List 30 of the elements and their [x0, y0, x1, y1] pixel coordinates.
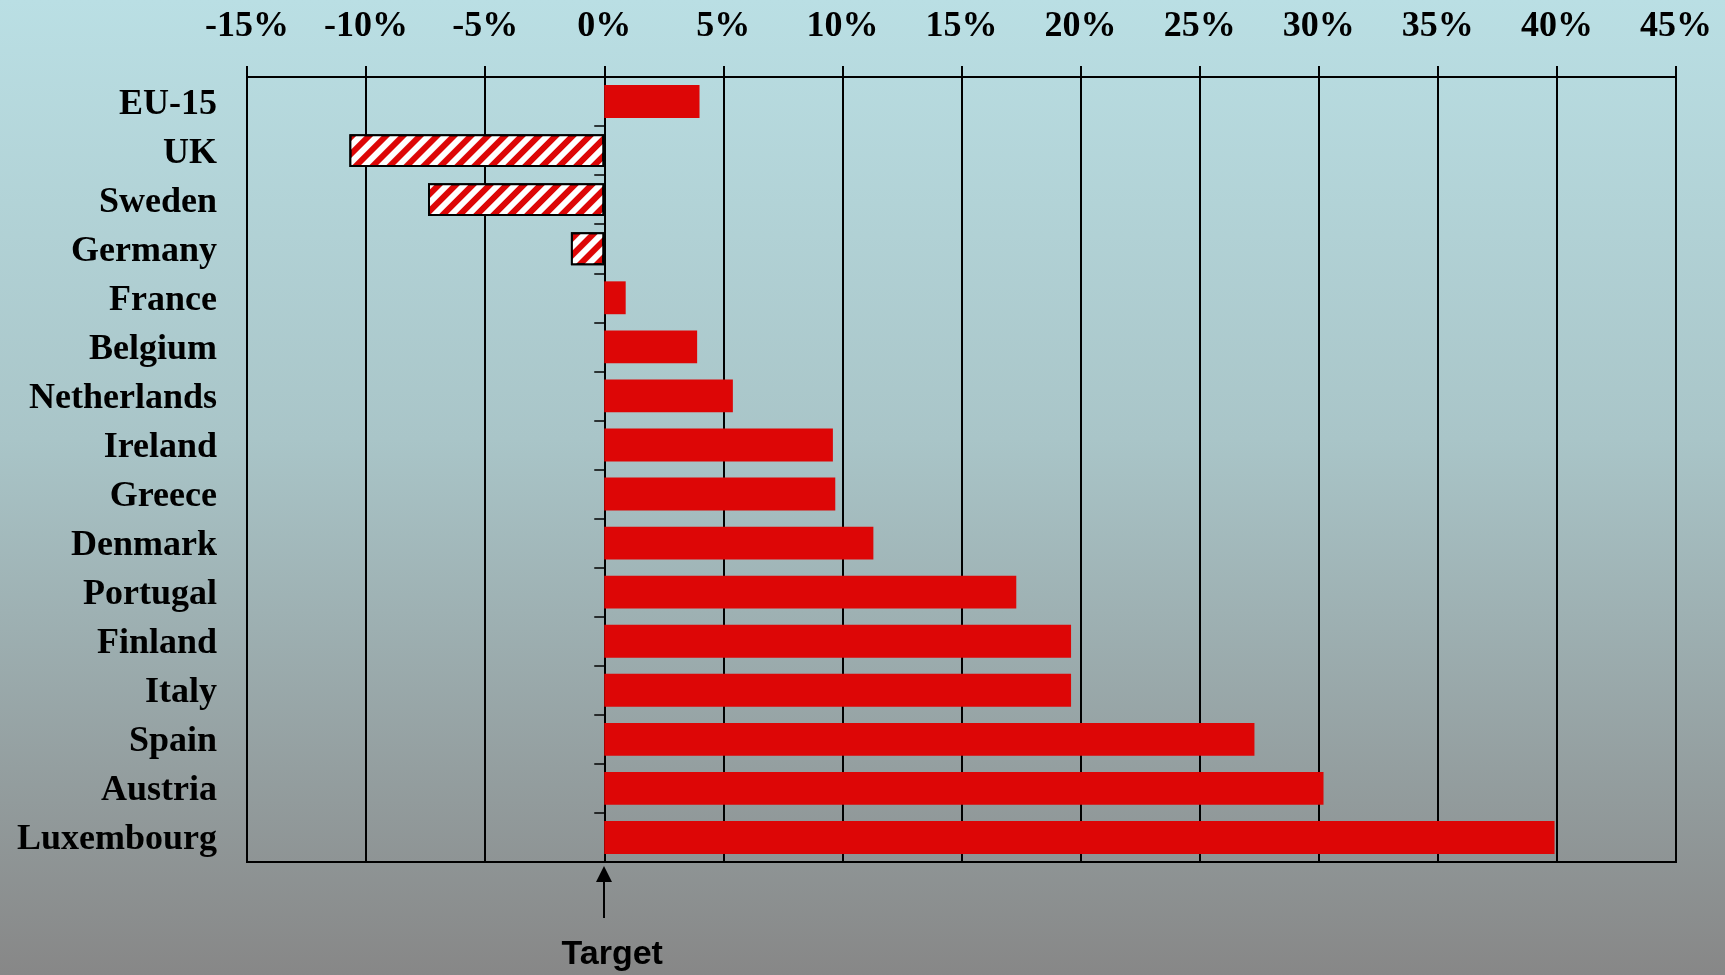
x-tick-label: 30%	[1282, 4, 1355, 44]
x-tick-label: 40%	[1520, 4, 1593, 44]
y-tick-label: Spain	[128, 719, 217, 760]
x-tick-label: -15%	[205, 4, 289, 44]
x-tick-label: 5%	[696, 4, 751, 44]
x-tick-label: 15%	[925, 4, 998, 44]
y-tick-label: Luxembourg	[16, 817, 217, 858]
x-tick-label: 35%	[1401, 4, 1474, 44]
y-tick-label: Austria	[101, 768, 217, 809]
y-tick-label: Greece	[109, 474, 218, 515]
x-tick-label: 10%	[806, 4, 879, 44]
x-tick-label: -10%	[324, 4, 409, 44]
x-tick-label: -5%	[452, 4, 519, 44]
x-tick-label: 45%	[1640, 4, 1712, 44]
y-tick-label: Portugal	[83, 572, 217, 613]
x-tick-label: 0%	[577, 4, 632, 44]
y-tick-label: Denmark	[71, 523, 217, 564]
y-tick-label: Germany	[71, 228, 217, 269]
y-tick-label: Belgium	[88, 326, 217, 367]
x-tick-label: 20%	[1044, 4, 1117, 44]
x-tick-label: 25%	[1163, 4, 1236, 44]
y-tick-label: France	[109, 277, 218, 318]
y-tick-label: Netherlands	[29, 375, 217, 416]
text: Target	[561, 932, 663, 972]
y-tick-label: Italy	[145, 670, 217, 711]
y-tick-label: EU-15	[119, 81, 217, 122]
y-tick-label: Finland	[96, 621, 217, 662]
y-tick-label: UK	[163, 130, 217, 171]
y-tick-label: Ireland	[103, 424, 217, 465]
y-tick-label: Sweden	[98, 179, 217, 220]
